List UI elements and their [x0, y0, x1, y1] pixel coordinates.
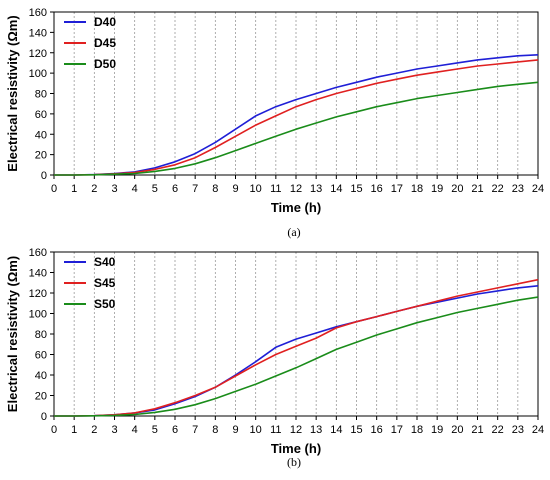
x-tick-label: 3 — [111, 424, 117, 436]
x-tick-label: 21 — [471, 424, 483, 436]
x-tick-label: 8 — [212, 424, 218, 436]
x-tick-label: 16 — [371, 424, 383, 436]
y-tick-label: 100 — [29, 309, 47, 321]
x-tick-label: 16 — [371, 183, 383, 195]
x-axis-label: Time (h) — [271, 441, 321, 456]
x-tick-label: 24 — [532, 424, 544, 436]
y-axis-label: Electrical resistivity (Ωm) — [5, 15, 20, 171]
x-tick-label: 13 — [310, 183, 322, 195]
x-tick-label: 7 — [192, 183, 198, 195]
x-tick-label: 6 — [172, 424, 178, 436]
x-tick-label: 8 — [212, 183, 218, 195]
x-tick-label: 9 — [232, 183, 238, 195]
x-tick-label: 12 — [290, 183, 302, 195]
x-tick-label: 4 — [132, 424, 138, 436]
x-tick-label: 4 — [132, 183, 138, 195]
y-tick-label: 40 — [35, 370, 47, 382]
x-tick-label: 2 — [91, 424, 97, 436]
x-tick-label: 17 — [391, 183, 403, 195]
y-tick-label: 140 — [29, 27, 47, 39]
y-tick-label: 60 — [35, 109, 47, 121]
legend-label-s40: S40 — [94, 255, 116, 269]
x-tick-label: 20 — [451, 424, 463, 436]
x-tick-label: 23 — [512, 424, 524, 436]
y-tick-label: 40 — [35, 129, 47, 141]
x-tick-label: 2 — [91, 183, 97, 195]
x-tick-label: 10 — [250, 424, 262, 436]
x-tick-label: 23 — [512, 183, 524, 195]
x-tick-label: 21 — [471, 183, 483, 195]
x-tick-label: 0 — [51, 424, 57, 436]
figure-caption: (a) — [287, 225, 300, 239]
x-tick-label: 6 — [172, 183, 178, 195]
x-tick-label: 13 — [310, 424, 322, 436]
x-tick-label: 20 — [451, 183, 463, 195]
x-tick-label: 14 — [330, 424, 342, 436]
x-tick-label: 14 — [330, 183, 342, 195]
x-tick-label: 1 — [71, 424, 77, 436]
x-tick-label: 5 — [152, 424, 158, 436]
x-tick-label: 15 — [350, 183, 362, 195]
x-tick-label: 15 — [350, 424, 362, 436]
y-tick-label: 80 — [35, 329, 47, 341]
y-tick-label: 140 — [29, 268, 47, 280]
legend-label-s50: S50 — [94, 297, 116, 311]
x-tick-label: 22 — [492, 183, 504, 195]
x-axis-label: Time (h) — [271, 200, 321, 215]
y-tick-label: 60 — [35, 350, 47, 362]
x-tick-label: 18 — [411, 183, 423, 195]
y-tick-label: 0 — [41, 170, 47, 182]
x-tick-label: 3 — [111, 183, 117, 195]
x-tick-label: 11 — [270, 424, 281, 436]
x-tick-label: 1 — [71, 183, 77, 195]
x-tick-label: 7 — [192, 424, 198, 436]
x-tick-label: 11 — [270, 183, 281, 195]
series-line-d45 — [54, 59, 539, 176]
series-line-s45 — [54, 278, 539, 417]
y-tick-label: 0 — [41, 411, 47, 423]
x-tick-label: 24 — [532, 183, 544, 195]
legend-label-d50: D50 — [94, 57, 116, 71]
y-tick-label: 120 — [29, 288, 47, 300]
y-tick-label: 160 — [29, 247, 47, 259]
y-axis-label: Electrical resistivity (Ωm) — [5, 256, 20, 412]
y-tick-label: 120 — [29, 48, 47, 60]
figure-caption: (b) — [287, 455, 301, 469]
x-tick-label: 17 — [391, 424, 403, 436]
legend-label-d40: D40 — [94, 15, 116, 29]
y-tick-label: 160 — [29, 7, 47, 19]
y-tick-label: 100 — [29, 68, 47, 80]
legend-label-s45: S45 — [94, 276, 116, 290]
x-tick-label: 9 — [232, 424, 238, 436]
x-tick-label: 22 — [492, 424, 504, 436]
x-tick-label: 0 — [51, 183, 57, 195]
x-tick-label: 18 — [411, 424, 423, 436]
x-tick-label: 19 — [431, 424, 443, 436]
y-tick-label: 20 — [35, 150, 47, 162]
x-tick-label: 12 — [290, 424, 302, 436]
legend-label-d45: D45 — [94, 36, 116, 50]
y-tick-label: 20 — [35, 391, 47, 403]
series-line-d50 — [54, 81, 539, 176]
series-line-s50 — [54, 296, 539, 417]
x-tick-label: 5 — [152, 183, 158, 195]
x-tick-label: 10 — [250, 183, 262, 195]
y-tick-label: 80 — [35, 89, 47, 101]
x-tick-label: 19 — [431, 183, 443, 195]
